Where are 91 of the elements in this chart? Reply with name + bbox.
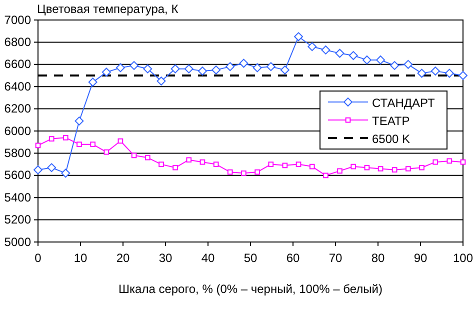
- y-tick-label: 6000: [4, 124, 32, 138]
- point: [74, 116, 84, 126]
- point: [61, 168, 70, 178]
- point: [376, 56, 386, 64]
- point: [282, 162, 288, 168]
- point: [226, 62, 235, 72]
- x-tick-label: 100: [452, 251, 473, 266]
- point: [390, 61, 400, 70]
- point: [268, 162, 274, 167]
- x-tick-label: 0: [34, 251, 42, 266]
- point: [446, 158, 452, 164]
- y-tick-label: 5400: [4, 190, 32, 204]
- legend-label: ТЕАТР: [372, 114, 410, 128]
- x-axis-title: Шкала серого, % (0% – черный, 100% – белый): [118, 282, 382, 296]
- point: [76, 142, 82, 147]
- point: [241, 170, 246, 176]
- point: [337, 168, 342, 174]
- point: [432, 159, 438, 165]
- point: [172, 164, 178, 170]
- point: [104, 149, 110, 155]
- y-tick-label: 5200: [4, 212, 32, 227]
- point: [362, 56, 372, 64]
- y-tick-label: 6800: [4, 35, 32, 50]
- point: [144, 154, 150, 160]
- x-tick-label: 70: [328, 251, 342, 266]
- y-tick-label: 6600: [4, 57, 32, 72]
- y-tick-label: 7000: [4, 12, 32, 27]
- point: [227, 169, 233, 175]
- legend-label: 6500 K: [372, 132, 410, 146]
- x-tick-label: 90: [414, 251, 428, 266]
- point: [48, 136, 54, 142]
- point: [444, 68, 454, 78]
- point: [212, 65, 221, 74]
- point: [116, 63, 125, 72]
- point: [186, 157, 192, 163]
- point: [213, 162, 219, 167]
- point: [184, 64, 194, 74]
- point: [406, 166, 411, 172]
- point: [170, 64, 180, 74]
- x-tick-label: 20: [116, 251, 130, 266]
- y-tick-label: 5000: [4, 234, 32, 249]
- point: [348, 51, 358, 60]
- x-tick-label: 50: [244, 251, 258, 266]
- point: [321, 46, 330, 54]
- y-tick-label: 5600: [4, 168, 32, 182]
- point: [280, 65, 290, 74]
- point: [156, 76, 166, 86]
- x-tick-label: 60: [286, 251, 300, 266]
- point: [392, 167, 398, 173]
- x-tick-label: 80: [371, 251, 385, 266]
- point: [130, 61, 139, 70]
- point: [90, 142, 96, 147]
- y-tick-label: 6200: [4, 102, 32, 116]
- x-tick-label: 40: [201, 251, 215, 266]
- legend-label: СТАНДАРТ: [372, 96, 436, 110]
- point: [34, 165, 42, 174]
- point: [200, 159, 206, 165]
- point: [254, 169, 260, 175]
- point: [239, 58, 248, 68]
- point: [266, 62, 276, 72]
- y-tick-label: 6400: [4, 79, 32, 94]
- point: [62, 134, 68, 140]
- y-axis-title: Цветовая температура, К: [37, 2, 178, 16]
- x-tick-label: 10: [74, 251, 88, 266]
- point: [118, 138, 124, 144]
- point: [143, 64, 152, 74]
- point: [417, 68, 426, 78]
- point: [458, 71, 468, 80]
- point: [294, 32, 303, 42]
- point: [404, 60, 413, 69]
- point: [309, 164, 315, 170]
- point: [131, 152, 137, 158]
- point: [308, 42, 317, 52]
- point: [158, 162, 164, 167]
- point: [460, 159, 466, 165]
- point: [296, 162, 302, 167]
- point: [47, 163, 56, 172]
- point: [88, 78, 98, 87]
- point: [350, 164, 356, 170]
- point: [252, 63, 262, 72]
- point: [335, 48, 344, 58]
- point: [102, 68, 111, 77]
- point: [430, 66, 440, 76]
- point: [198, 66, 207, 76]
- point: [364, 164, 370, 170]
- point: [378, 166, 384, 172]
- point: [419, 164, 424, 170]
- point: [323, 172, 328, 178]
- y-tick-label: 5800: [4, 146, 32, 160]
- point: [35, 142, 41, 148]
- x-tick-label: 30: [158, 251, 172, 266]
